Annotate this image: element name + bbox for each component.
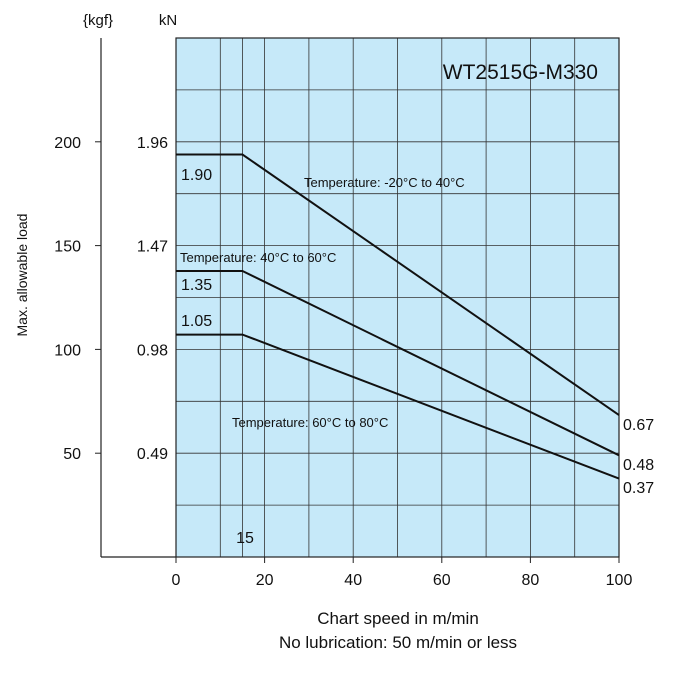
y-tick-label-kgf: 150 — [54, 239, 81, 256]
series-start-label-3: 1.05 — [181, 313, 212, 330]
chart-title: WT2515G-M330 — [443, 61, 598, 84]
series-end-label-2: 0.48 — [623, 457, 654, 474]
grid — [176, 38, 619, 557]
y-unit-kn: kN — [159, 12, 177, 29]
y-tick-label-kn: 0.49 — [137, 446, 168, 463]
x-tick-label: 60 — [433, 572, 451, 589]
series-start-label-2: 1.35 — [181, 277, 212, 294]
series-name-3: Temperature: 60°C to 80°C — [232, 415, 388, 430]
series-line-1 — [176, 153, 620, 416]
x-marker-label: 15 — [236, 530, 254, 547]
series-name-1: Temperature: -20°C to 40°C — [304, 175, 465, 190]
x-axis-label: Chart speed in m/min — [317, 609, 479, 628]
series-line-2 — [176, 270, 620, 457]
y-axis-label: Max. allowable load — [14, 214, 30, 337]
x-tick-label: 40 — [344, 572, 362, 589]
series-start-label-1: 1.90 — [181, 167, 212, 184]
y-tick-label-kn: 1.47 — [137, 239, 168, 256]
series-line-3 — [176, 333, 620, 480]
series-end-label-3: 0.37 — [623, 480, 654, 497]
x-tick-label: 20 — [256, 572, 274, 589]
y-tick-label-kn: 0.98 — [137, 342, 168, 359]
series-end-label-1: 0.67 — [623, 417, 654, 434]
y-tick-label-kgf: 100 — [54, 342, 81, 359]
x-tick-label: 0 — [172, 572, 181, 589]
series-lines — [176, 153, 620, 480]
y-unit-kgf: {kgf} — [83, 12, 113, 29]
x-tick-label: 100 — [606, 572, 633, 589]
series-name-2: Temperature: 40°C to 60°C — [180, 250, 336, 265]
y-tick-label-kn: 1.96 — [137, 135, 168, 152]
y-tick-label-kgf: 50 — [63, 446, 81, 463]
x-tick-label: 80 — [522, 572, 540, 589]
y-tick-label-kgf: 200 — [54, 135, 81, 152]
plot-frame — [175, 37, 620, 558]
x-axis-note: No lubrication: 50 m/min or less — [279, 633, 517, 652]
ticks: 0 20 40 60 80 100 0.49 50 0.98 100 1.47 150 1.96 200 — [54, 135, 632, 589]
